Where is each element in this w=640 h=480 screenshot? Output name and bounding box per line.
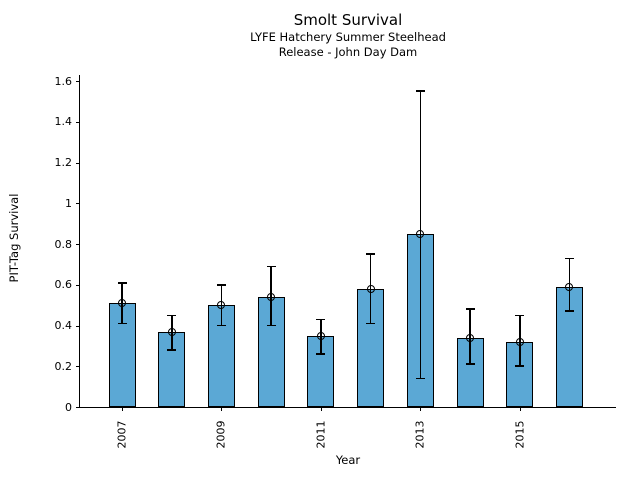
error-cap-top-2007 [117, 281, 127, 284]
x-tick [221, 407, 223, 411]
x-tick [122, 407, 123, 411]
y-tick [76, 366, 80, 368]
y-axis-line [79, 75, 80, 408]
x-tick-label-2011: 2011 [314, 420, 328, 449]
marker-2010 [267, 293, 276, 301]
y-tick [76, 121, 80, 123]
error-cap-top-2008 [167, 314, 177, 317]
x-tick [519, 407, 521, 411]
marker-2012 [366, 284, 375, 293]
chart-subtitle-line2: Release - John Day Dam [278, 44, 418, 59]
y-tick-label: 1.6 [54, 74, 73, 88]
y-tick-label: 1.2 [54, 156, 73, 170]
marker-2016 [565, 282, 574, 291]
x-tick-label-2015: 2015 [513, 420, 527, 449]
marker-2011 [316, 331, 325, 340]
error-cap-top-2015 [515, 314, 525, 317]
error-cap-top-2014 [465, 308, 475, 311]
y-tick [76, 407, 80, 408]
error-cap-top-2012 [366, 253, 376, 256]
y-tick-label: 0.2 [54, 359, 73, 373]
marker-2015 [515, 337, 524, 346]
chart-subtitle-line1: LYFE Hatchery Summer Steelhead [250, 30, 446, 44]
marker-2007 [118, 299, 126, 308]
error-cap-bottom-2009 [216, 324, 226, 327]
x-tick-label-2009: 2009 [214, 420, 228, 449]
error-cap-bottom-2007 [117, 322, 127, 325]
y-tick-label: 1.4 [54, 115, 73, 129]
y-tick-label: 0.4 [54, 319, 73, 333]
error-cap-top-2009 [216, 283, 226, 286]
y-tick-label: 0.8 [54, 237, 73, 251]
marker-2008 [167, 327, 176, 336]
marker-2014 [466, 333, 475, 342]
y-tick-label: 0.6 [54, 278, 73, 292]
error-cap-top-2013 [415, 90, 425, 93]
chart-title: Smolt Survival [293, 11, 403, 29]
y-axis-label: PIT-Tag Survival [7, 193, 21, 283]
error-cap-bottom-2012 [366, 322, 376, 325]
y-tick-label: 1 [65, 196, 72, 210]
plot-area: 0 0.2 0.4 0.6 0.8 1 1.2 1.4 1.6 2007 2009 2011 2013 2… [55, 75, 616, 449]
error-cap-top-2011 [316, 318, 326, 321]
error-cap-bottom-2008 [167, 349, 177, 351]
error-cap-bottom-2015 [515, 365, 525, 368]
y-tick-label: 0 [65, 400, 72, 414]
bar-2011 [307, 335, 335, 407]
error-cap-bottom-2014 [465, 363, 475, 366]
y-tick [76, 325, 80, 327]
x-tick [420, 407, 422, 411]
error-cap-bottom-2011 [316, 353, 326, 355]
error-cap-top-2016 [564, 257, 574, 260]
x-axis-label: Year [335, 453, 361, 467]
error-cap-bottom-2010 [266, 324, 276, 327]
error-cap-bottom-2016 [564, 310, 574, 313]
error-cap-top-2010 [266, 265, 276, 268]
y-tick [76, 244, 80, 246]
chart-header: Smolt Survival LYFE Hatchery Summer Stee… [80, 10, 616, 59]
y-tick [76, 162, 80, 164]
marker-2013 [416, 229, 425, 238]
x-tick-label-2007: 2007 [115, 420, 129, 449]
x-tick [320, 407, 322, 411]
marker-2009 [217, 301, 226, 310]
x-tick-label-2013: 2013 [413, 420, 427, 449]
y-tick [76, 203, 80, 205]
error-cap-bottom-2013 [415, 377, 425, 380]
x-axis-line [79, 407, 616, 408]
y-tick [76, 284, 80, 286]
y-tick [76, 81, 80, 83]
